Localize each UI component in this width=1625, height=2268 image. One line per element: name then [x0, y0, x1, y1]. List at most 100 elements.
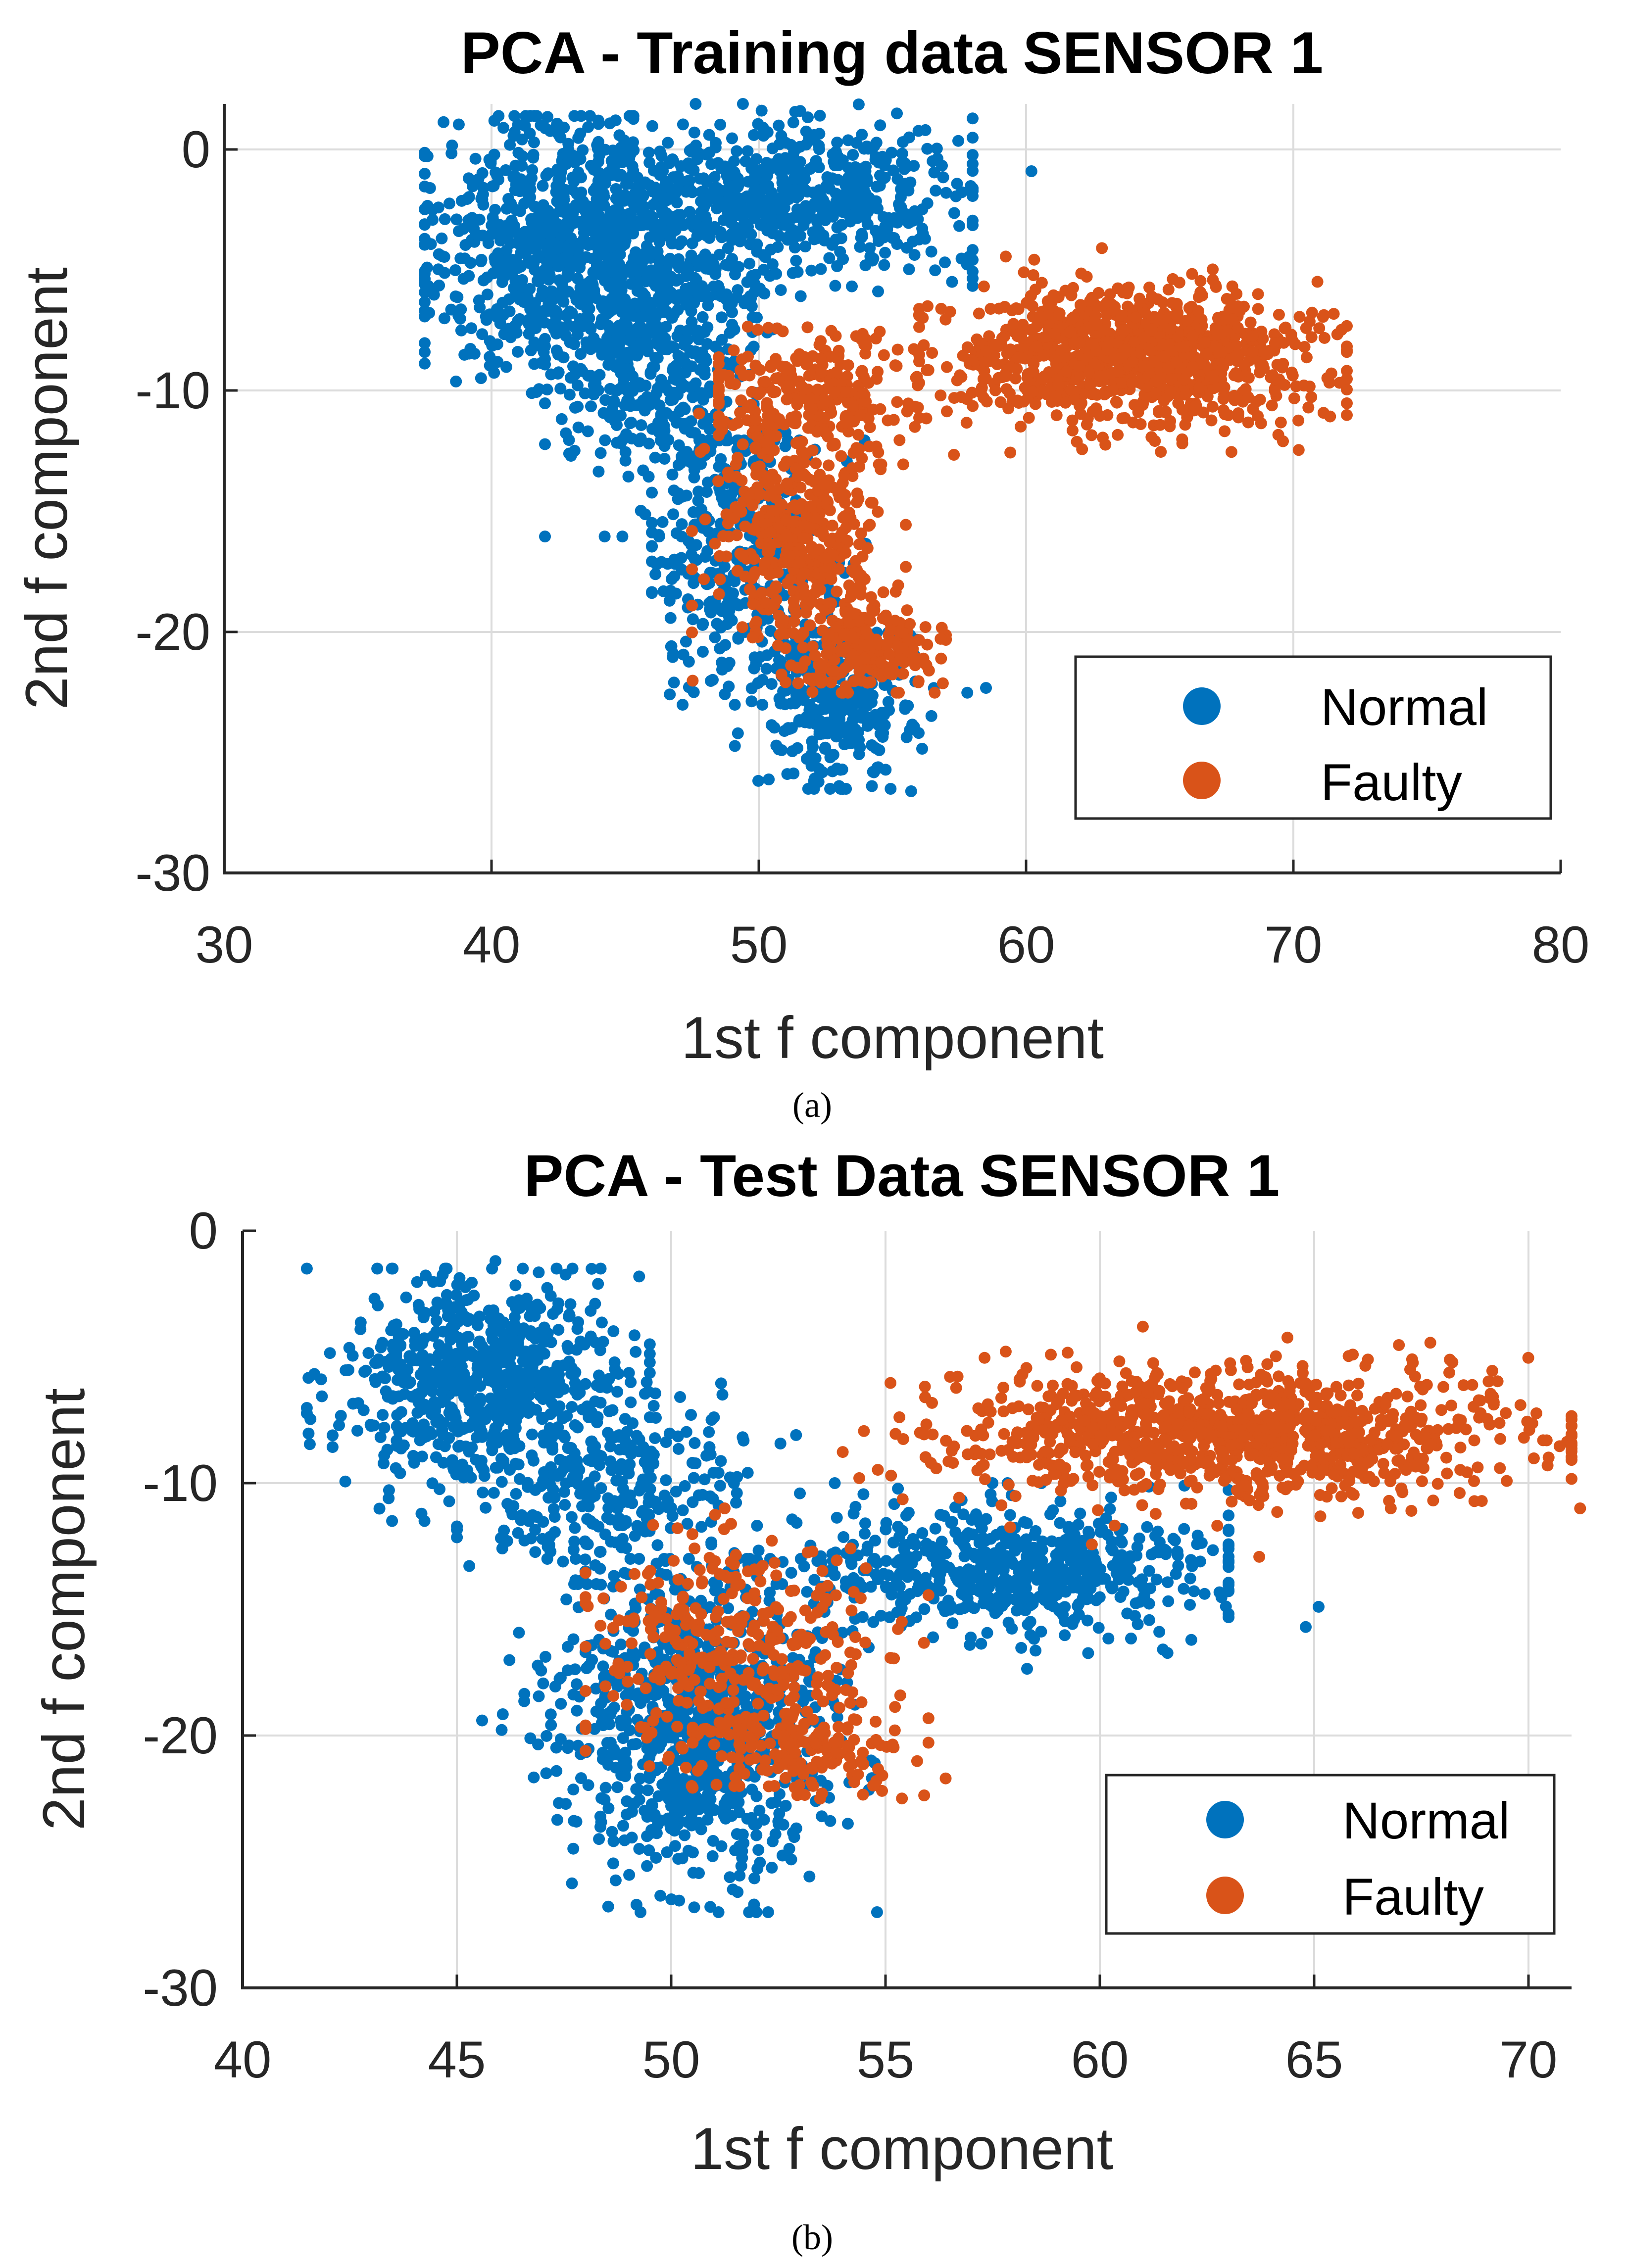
panel-a-faulty-point	[1341, 340, 1353, 353]
panel-a-faulty-point	[909, 421, 921, 433]
panel-a-faulty-point	[798, 567, 811, 579]
panel-a-normal-point	[419, 150, 431, 162]
panel-a-normal-point	[683, 535, 695, 547]
panel-b-normal-point	[351, 1425, 363, 1437]
panel-a-normal-point	[543, 269, 556, 282]
panel-a-normal-point	[886, 232, 899, 244]
panel-a-normal-point	[651, 245, 664, 258]
panel-a-normal-point	[530, 217, 542, 230]
panel-a-faulty-point	[846, 462, 858, 474]
panel-a-faulty-point	[770, 582, 783, 594]
panel-a-faulty-point	[929, 686, 941, 699]
panel-a-normal-point	[658, 453, 671, 465]
panel-a-normal-point	[854, 174, 867, 187]
panel-a-faulty-point	[713, 588, 725, 600]
panel-a-normal-point	[682, 262, 694, 275]
panel-a-normal-point	[786, 745, 798, 757]
panel-a-faulty-point	[698, 573, 710, 585]
panel-a-normal-point	[625, 416, 638, 429]
panel-a-faulty-point	[824, 350, 837, 363]
panel-a-faulty-point	[1222, 409, 1234, 421]
panel-a-normal-point	[432, 263, 444, 276]
panel-a-faulty-point	[935, 652, 947, 665]
panel-a-faulty-point	[1242, 416, 1254, 429]
panel-a-normal-point	[655, 556, 668, 568]
panel-a-normal-point	[675, 457, 687, 469]
panel-a-ylabel: 2nd f component	[13, 267, 80, 710]
panel-a-normal-point	[685, 249, 697, 262]
panel-a-normal-point	[480, 310, 492, 323]
panel-a-faulty-point	[855, 333, 868, 345]
panel-a-faulty-point	[939, 313, 952, 326]
panel-a-normal-point	[516, 160, 528, 172]
panel-a-normal-point	[426, 204, 439, 216]
panel-a-faulty-point	[1004, 446, 1017, 459]
panel-a-faulty-point	[833, 563, 845, 575]
panel-a-normal-point	[823, 252, 836, 264]
panel-a-faulty-point	[1007, 318, 1020, 330]
panel-a-faulty-point	[824, 536, 836, 548]
panel-a-faulty-point	[737, 438, 749, 450]
panel-a-normal-point	[882, 696, 894, 708]
panel-a-faulty-point	[797, 532, 810, 544]
panel-a-faulty-point	[763, 429, 776, 441]
panel-a-normal-point	[735, 231, 747, 243]
panel-a-faulty-point	[921, 638, 934, 651]
panel-a-normal-point	[722, 300, 735, 312]
panel-a-normal-point	[462, 214, 475, 226]
panel-a-faulty-point	[912, 676, 925, 688]
panel-a-faulty-point	[824, 504, 836, 517]
panel-a-normal-point	[542, 167, 554, 180]
panel-a-normal-point	[833, 780, 845, 792]
panel-a-normal-point	[588, 284, 600, 296]
panel-a-normal-point	[656, 516, 669, 528]
panel-a-normal-point	[799, 173, 811, 185]
panel-a-normal-point	[891, 173, 904, 185]
panel-a-faulty-point	[853, 538, 865, 550]
panel-a-normal-point	[807, 741, 819, 753]
panel-a-faulty-point	[1286, 335, 1299, 347]
panel-a-faulty-point	[936, 677, 949, 689]
panel-a-faulty-point	[973, 307, 985, 320]
panel-a-normal-point	[646, 517, 658, 529]
panel-a-normal-point	[699, 551, 711, 563]
panel-a-faulty-point	[746, 631, 759, 644]
panel-a-normal-point	[499, 164, 512, 176]
panel-a-faulty-point	[848, 567, 860, 579]
panel-a-normal-point	[504, 139, 516, 151]
panel-a-xtick-label-40: 40	[463, 916, 521, 974]
panel-a-normal-point	[780, 212, 792, 224]
panel-a-faulty-point	[735, 505, 747, 518]
panel-a-faulty-point	[1228, 369, 1240, 382]
panel-a-normal-point	[680, 635, 692, 648]
panel-a-normal-point	[866, 254, 879, 267]
panel-a-faulty-point	[1225, 446, 1237, 458]
panel-a-faulty-point	[788, 615, 800, 627]
panel-a-normal-point	[514, 279, 526, 291]
panel-a-faulty-point	[750, 469, 762, 481]
panel-a-faulty-point	[758, 557, 771, 569]
panel-a-normal-point	[700, 355, 712, 367]
panel-a-normal-point	[776, 744, 788, 756]
panel-a-faulty-point	[709, 537, 721, 550]
panel-a-normal-point	[469, 152, 482, 165]
panel-a-faulty-point	[764, 542, 776, 554]
panel-a-faulty-point	[1132, 406, 1144, 418]
panel-a-normal-point	[610, 193, 622, 205]
panel-a-normal-point	[866, 739, 878, 751]
panel-a-normal-point	[654, 434, 667, 446]
panel-a-faulty-point	[806, 686, 819, 698]
panel-a-normal-point	[786, 182, 798, 194]
panel-a-normal-point	[853, 748, 865, 760]
panel-a-faulty-point	[699, 513, 711, 526]
panel-a-faulty-point	[1152, 405, 1165, 417]
panel-a-faulty-point	[813, 338, 826, 351]
panel-a-normal-point	[716, 311, 728, 324]
panel-a-normal-point	[787, 116, 799, 129]
panel-a-normal-point	[510, 327, 523, 339]
panel-a-normal-point	[870, 137, 883, 149]
panel-a-normal-point	[522, 239, 534, 251]
panel-a-faulty-point	[1066, 312, 1079, 325]
panel-a-normal-point	[585, 400, 597, 413]
panel-a-faulty-point	[1292, 414, 1305, 427]
